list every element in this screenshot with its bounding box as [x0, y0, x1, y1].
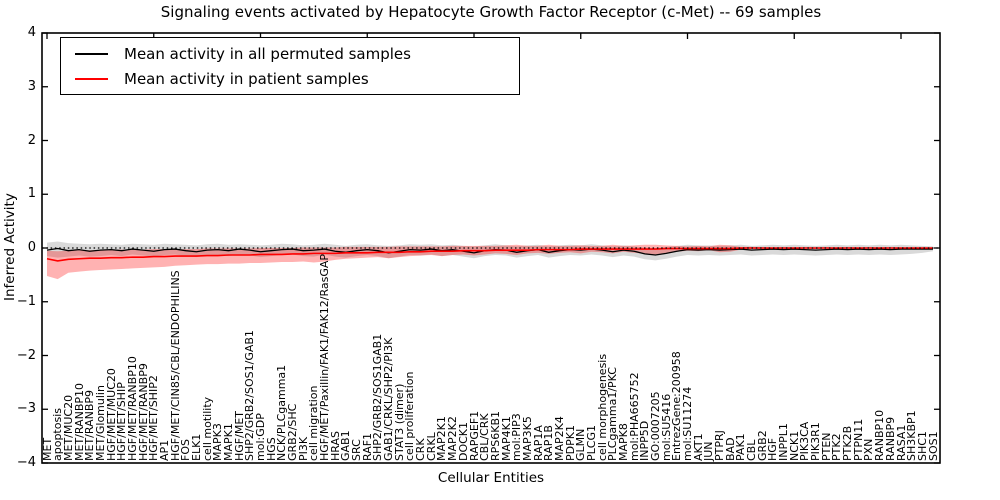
legend-line-patient [75, 77, 108, 80]
y-tick-label: −4 [16, 455, 36, 470]
legend-item: Mean activity in patient samples [61, 67, 519, 91]
legend-item: Mean activity in all permuted samples [61, 42, 519, 66]
y-tick-label: −1 [16, 293, 36, 309]
chart-title: Signaling events activated by Hepatocyte… [160, 3, 822, 21]
y-tick-label: 1 [27, 186, 36, 202]
x-tick-label: HGF/MET/CIN85/CBL/ENDOPHILINS [168, 270, 182, 461]
legend-label: Mean activity in patient samples [124, 69, 369, 88]
y-tick-label: 4 [27, 25, 36, 40]
x-tick-label: HGF/MET/Paxillin/FAK1/FAK12/RasGAP [318, 253, 332, 461]
x-axis-label: Cellular Entities [437, 470, 545, 486]
legend-label: Mean activity in all permuted samples [124, 44, 411, 63]
confidence-band-1 [47, 244, 934, 280]
x-tick-label: SOS1 [926, 431, 940, 461]
y-tick-label: 0 [27, 240, 36, 255]
y-tick-label: 2 [27, 132, 36, 148]
legend-line-permuted [75, 52, 108, 55]
y-tick-label: −2 [16, 347, 36, 363]
y-tick-label: 3 [27, 78, 36, 94]
legend: Mean activity in all permuted samples Me… [60, 37, 520, 95]
y-tick-label: −3 [16, 401, 36, 417]
mean-line-1 [46, 247, 934, 262]
